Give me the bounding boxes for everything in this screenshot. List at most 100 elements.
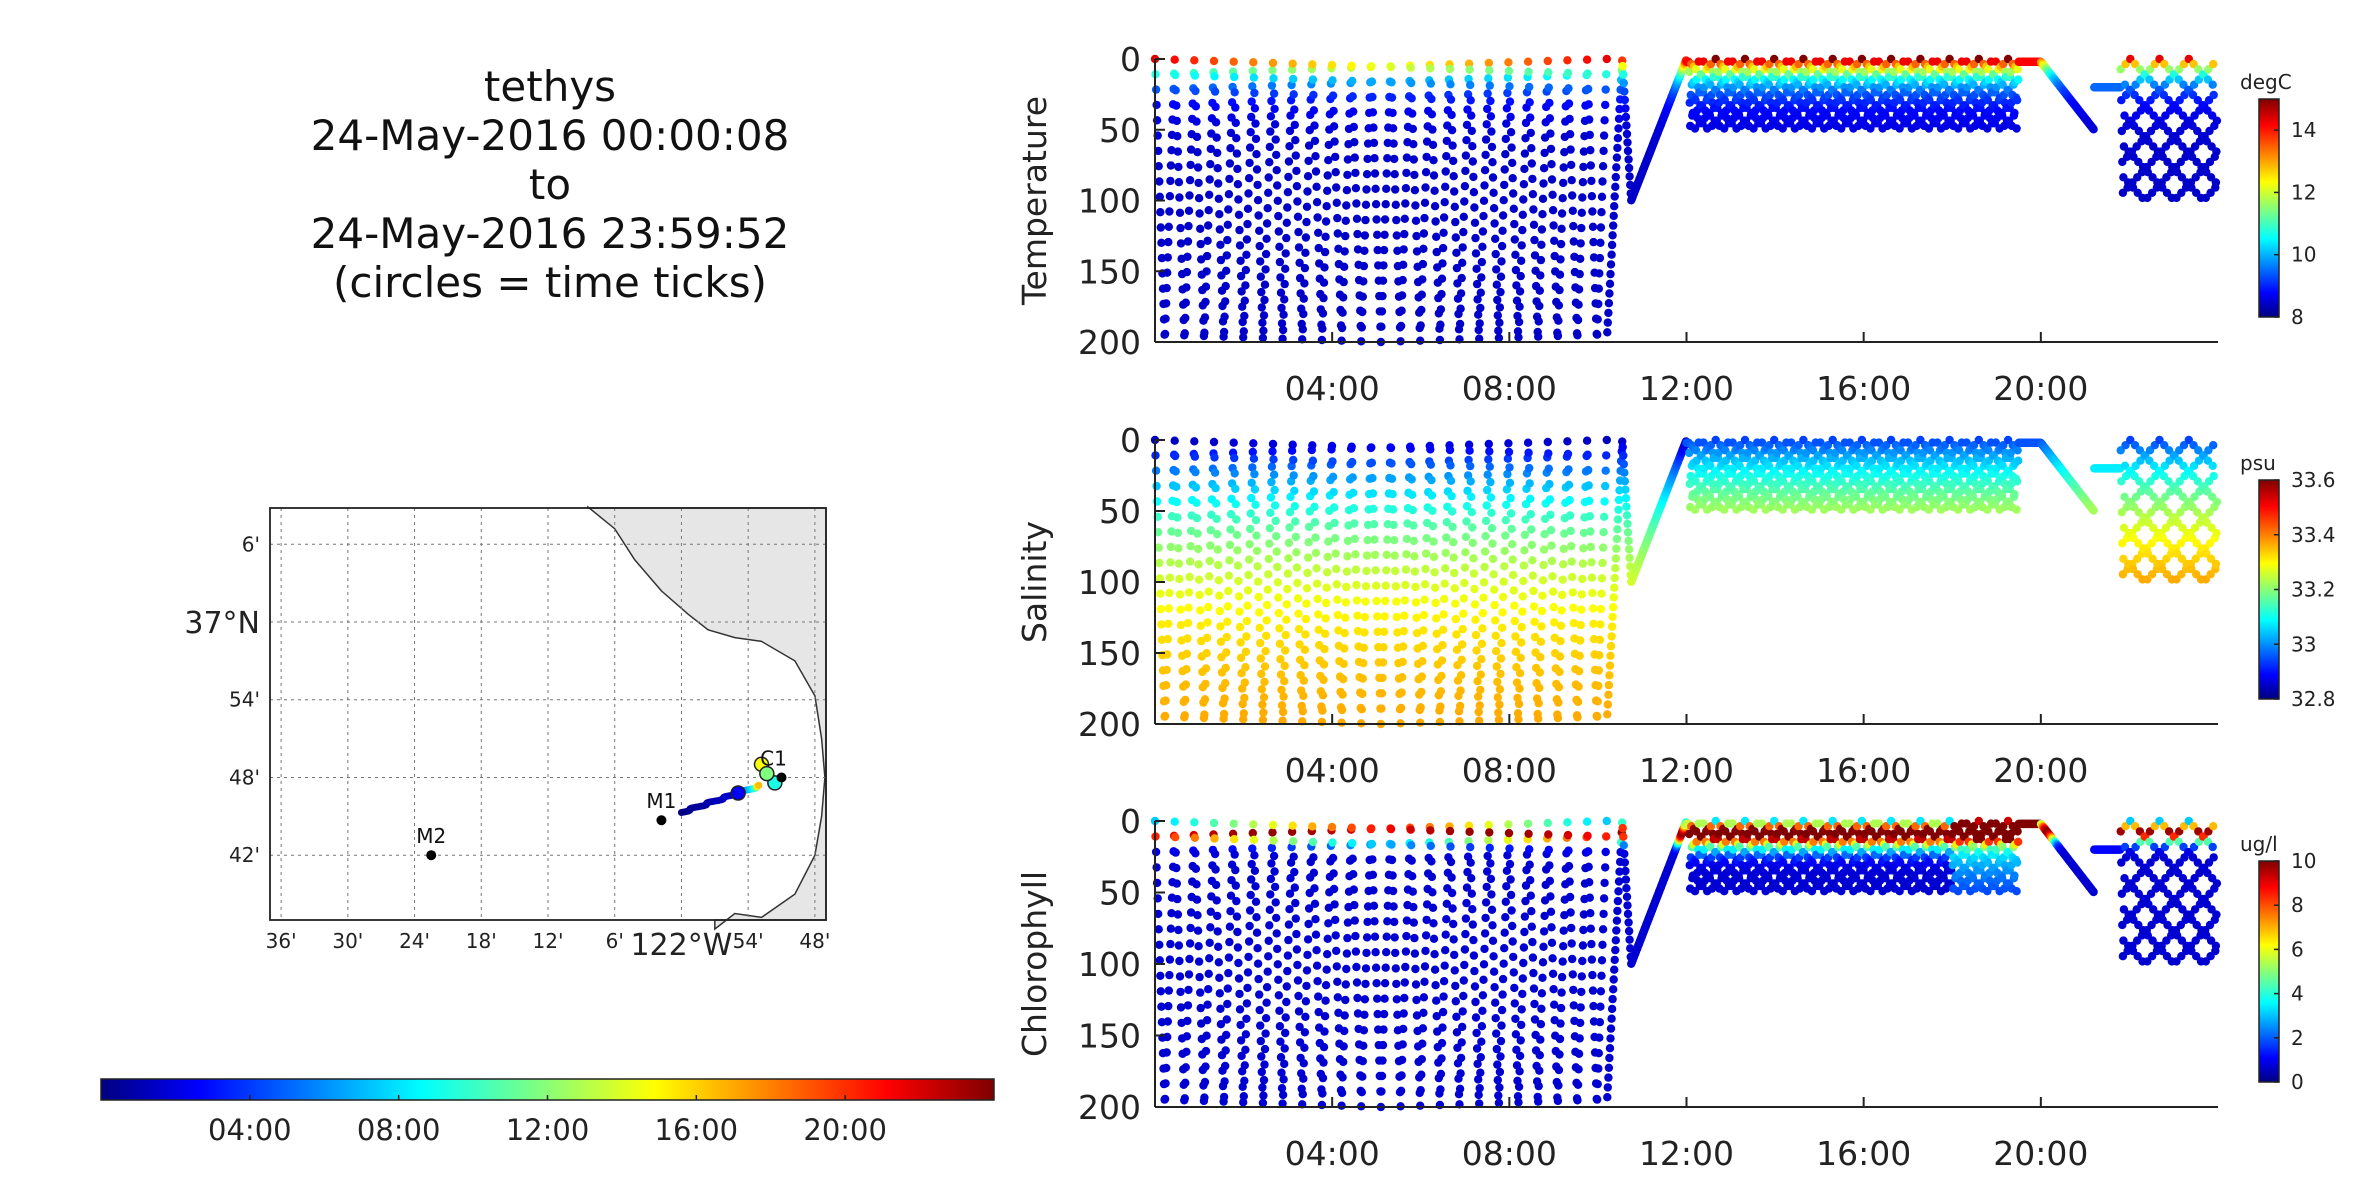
- data-point: [1449, 919, 1458, 929]
- data-point: [1547, 541, 1556, 550]
- data-point: [1283, 951, 1293, 960]
- data-point: [1507, 906, 1516, 915]
- data-point: [1417, 1055, 1427, 1064]
- data-point: [1554, 301, 1564, 310]
- data-point: [1460, 960, 1469, 970]
- data-point: [1338, 690, 1347, 699]
- data-point: [1491, 631, 1500, 640]
- data-point: [1241, 1030, 1251, 1039]
- data-point: [1214, 560, 1223, 570]
- data-point: [1545, 98, 1554, 108]
- colorbar-tick-label: 33.6: [2291, 468, 2336, 492]
- data-point: [1338, 1073, 1347, 1082]
- data-point: [1595, 651, 1604, 660]
- data-point: [1397, 688, 1406, 697]
- data-point: [1276, 670, 1286, 679]
- data-point: [1156, 223, 1166, 232]
- data-point: [1164, 237, 1173, 247]
- title-to: to: [528, 160, 572, 209]
- data-point: [1536, 653, 1545, 662]
- data-point: [1545, 479, 1554, 489]
- data-point: [1555, 270, 1565, 279]
- data-point: [1608, 231, 1617, 240]
- data-point: [1281, 1028, 1290, 1038]
- data-point: [1166, 176, 1175, 186]
- data-point: [1323, 568, 1332, 577]
- data-point: [1440, 961, 1449, 970]
- data-point: [1388, 489, 1397, 499]
- data-point: [1340, 247, 1349, 256]
- data-point: [1388, 505, 1398, 514]
- data-point: [1437, 1054, 1446, 1063]
- data-point: [1511, 647, 1521, 656]
- data-point: [1411, 582, 1420, 592]
- data-point: [1225, 556, 1234, 565]
- data-point: [1598, 558, 1607, 568]
- data-point: [1597, 956, 1607, 965]
- data-point: [1599, 512, 1609, 521]
- data-point: [1163, 1032, 1172, 1042]
- data-point: [1377, 704, 1386, 713]
- data-point: [1420, 962, 1430, 971]
- data-point: [1480, 181, 1489, 190]
- data-point: [1320, 247, 1330, 257]
- data-point: [1483, 851, 1492, 861]
- data-point: [1382, 948, 1391, 957]
- data-point: [1290, 502, 1300, 511]
- data-point: [1267, 462, 1277, 471]
- data-point: [1337, 323, 1347, 333]
- data-point: [1459, 976, 1469, 985]
- data-point: [1348, 92, 1357, 101]
- data-point: [1497, 638, 1506, 648]
- data-point: [1362, 566, 1371, 576]
- data-point: [1308, 822, 1317, 831]
- data-point: [1270, 882, 1280, 892]
- data-point: [1479, 975, 1488, 984]
- data-point: [1348, 473, 1357, 482]
- data-point: [1408, 490, 1417, 499]
- data-point: [1563, 818, 1572, 827]
- data-point: [1321, 981, 1331, 990]
- data-point: [1342, 201, 1351, 210]
- data-point: [1267, 859, 1276, 868]
- data-point: [1255, 608, 1264, 617]
- title-platform: tethys: [483, 62, 617, 111]
- title-note: (circles = time ticks): [333, 258, 767, 307]
- data-point: [1257, 669, 1266, 679]
- data-point: [1408, 506, 1418, 515]
- data-point: [1371, 581, 1381, 590]
- data-point: [1154, 162, 1163, 171]
- data-point: [1445, 445, 1455, 455]
- data-point: [1300, 661, 1309, 670]
- data-point: [1263, 967, 1272, 976]
- data-point: [1233, 561, 1243, 570]
- data-point: [1349, 870, 1358, 879]
- data-point: [1618, 61, 1627, 71]
- data-point: [1402, 550, 1411, 559]
- data-point: [1321, 232, 1330, 241]
- data-point: [1430, 583, 1440, 592]
- data-point: [1605, 279, 1615, 288]
- data-point: [1302, 584, 1312, 593]
- data-point: [1360, 231, 1370, 240]
- data-point: [1171, 451, 1180, 461]
- y-tick-label: 100: [1078, 563, 1141, 602]
- data-point: [1491, 234, 1500, 243]
- data-point: [1280, 661, 1289, 671]
- data-point: [1314, 625, 1323, 634]
- data-point: [1421, 549, 1431, 558]
- data-point: [1587, 573, 1597, 582]
- data-point: [1525, 479, 1534, 488]
- y-tick-label: 100: [1078, 182, 1141, 221]
- data-point: [1252, 913, 1261, 922]
- data-point: [1368, 489, 1378, 498]
- data-point: [1272, 150, 1281, 160]
- data-point: [1206, 923, 1215, 932]
- data-point: [1213, 545, 1222, 554]
- data-point: [1546, 510, 1555, 519]
- data-point: [1211, 118, 1221, 127]
- data-point: [1553, 713, 1563, 723]
- data-point: [1431, 598, 1440, 608]
- data-point: [1611, 554, 1621, 563]
- data-point: [1478, 991, 1488, 1000]
